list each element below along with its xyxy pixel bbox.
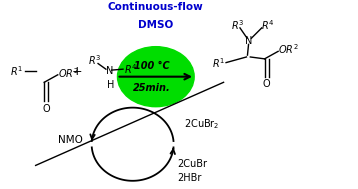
Text: $R^3$: $R^3$ <box>231 18 244 32</box>
Text: H: H <box>107 80 114 90</box>
Text: $R^1$: $R^1$ <box>10 64 23 78</box>
Text: $R^4$: $R^4$ <box>261 18 275 32</box>
Text: +: + <box>72 65 83 77</box>
Text: 2HBr: 2HBr <box>177 174 202 183</box>
Text: Continuous-flow: Continuous-flow <box>108 2 204 12</box>
Text: $OR^2$: $OR^2$ <box>58 66 78 80</box>
Ellipse shape <box>117 47 194 107</box>
Text: 2CuBr$_2$: 2CuBr$_2$ <box>184 117 220 131</box>
Text: N: N <box>106 66 113 76</box>
Text: O: O <box>43 104 50 114</box>
Text: $OR^2$: $OR^2$ <box>278 43 299 56</box>
Text: N: N <box>245 36 252 46</box>
Text: 100 °C: 100 °C <box>135 61 170 71</box>
Text: DMSO: DMSO <box>138 20 173 30</box>
Text: $R^3$: $R^3$ <box>88 53 101 67</box>
Text: $R^4$: $R^4$ <box>125 62 138 76</box>
Text: NMO: NMO <box>58 136 83 146</box>
Text: $R^1$: $R^1$ <box>212 56 225 70</box>
Text: 25min.: 25min. <box>134 83 171 93</box>
Text: O: O <box>263 80 271 89</box>
Text: 2CuBr: 2CuBr <box>177 159 207 169</box>
